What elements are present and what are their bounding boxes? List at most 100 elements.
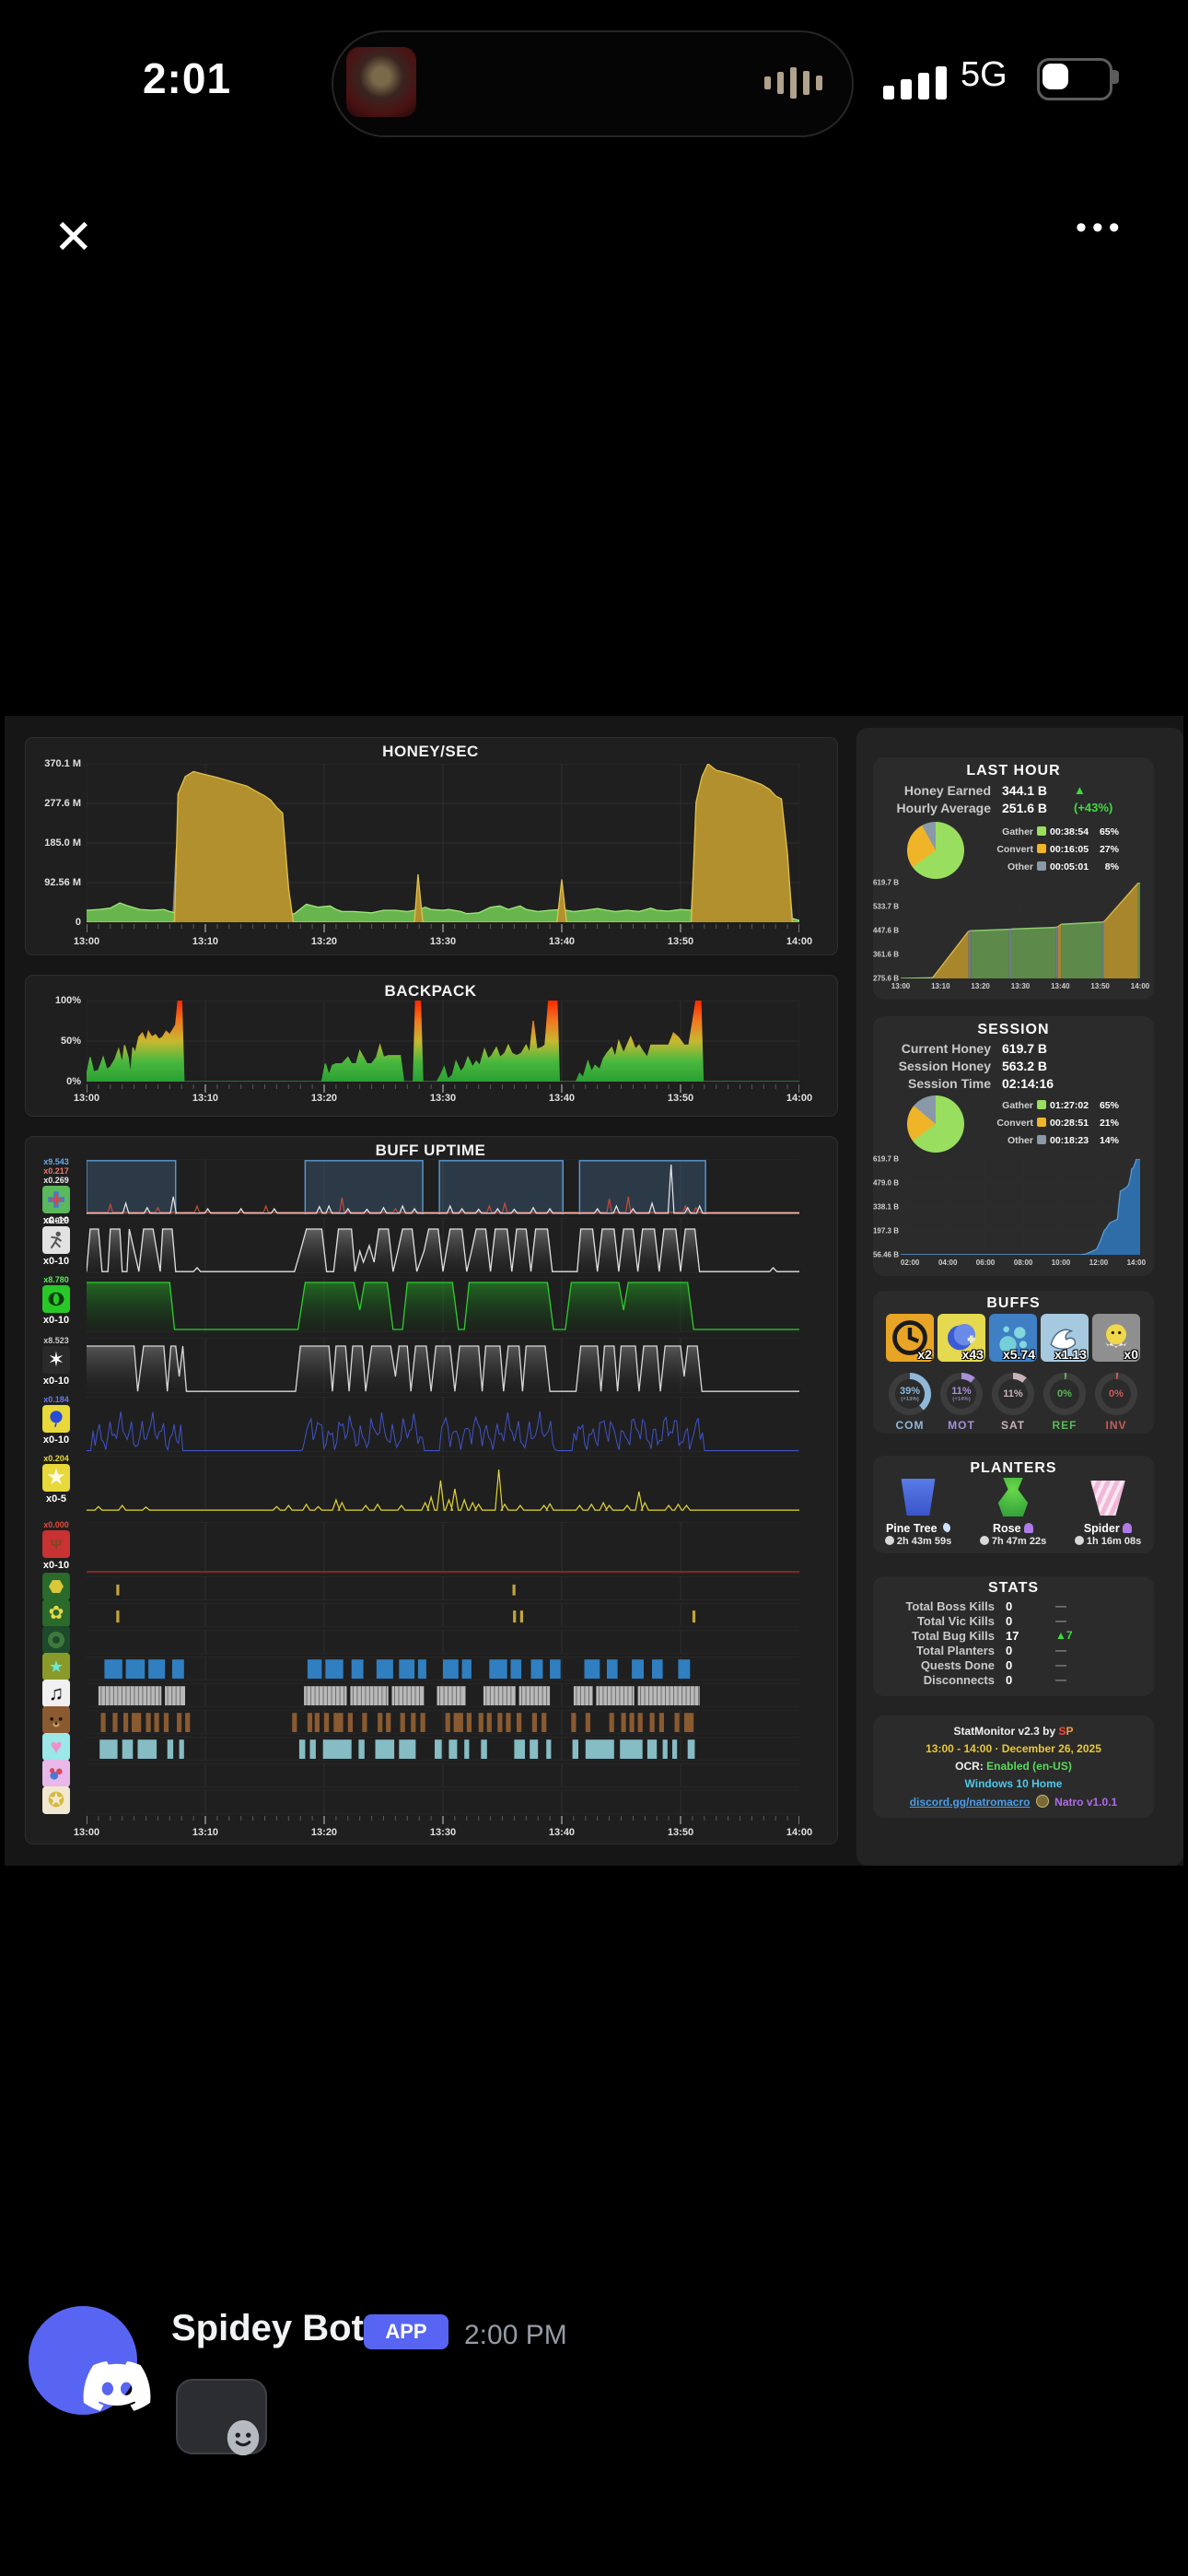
buff-multiplier: x2 [917,1347,932,1362]
x-tick-label: 13:30 [429,936,457,947]
buff-row-chart [87,1277,799,1332]
legend-row: Gather 01:27:02 65% [1002,1100,1119,1111]
buff-row-chart [87,1710,799,1734]
x-tick-label: 13:40 [548,1827,576,1838]
y-tick-label: 277.6 M [44,798,81,809]
now-playing-album-art[interactable] [346,47,416,117]
backpack-axis-ticks [87,1084,799,1093]
cellular-signal-icon [883,61,955,100]
x-tick-label: 13:50 [667,1093,694,1104]
star-icon: ★ [42,1464,70,1492]
rose-planter-icon [990,1477,1036,1517]
buff-multiplier-label: x0.269 [43,1176,69,1185]
session-mini-chart [901,1159,1140,1255]
blast-icon: ✶ [42,1346,70,1374]
stat-delta: (+43%) [1074,801,1113,814]
melody-icon: ♫ [42,1680,70,1707]
x-tick-label: 13:10 [192,1827,219,1838]
y-tick-label: 361.6 B [872,950,899,959]
avatar[interactable] [29,2306,151,2415]
buff-x-labels: 13:00 13:10 13:20 13:30 13:40 13:50 14:00 [74,1827,812,1840]
signal-bar [883,86,894,100]
app-badge: APP [364,2314,448,2349]
stat-label: Honey Earned [903,783,991,798]
y-tick-label: 56.46 B [872,1250,899,1259]
stat-value: 17 [1006,1629,1019,1643]
wave-buff-icon: x1.13 [1041,1314,1089,1362]
x-tick-label: 14:00 [1126,1259,1147,1267]
honey-per-sec-chart [87,764,799,922]
gauge-label: MOT [948,1419,975,1432]
buff-row-chart [87,1763,799,1787]
x-tick-label: 13:40 [548,936,576,947]
buff-multiplier-label: x0.204 [43,1454,69,1463]
y-tick-label: 0% [66,1076,81,1087]
y-tick-label: 479.0 B [872,1178,899,1188]
buff-multiplier: x1.13 [1054,1347,1087,1362]
message-author[interactable]: Spidey Bot [171,2308,364,2348]
x-tick-label: 13:00 [73,936,100,947]
gauge-mot: 11% (+14%) [940,1373,983,1415]
x-tick-label: 13:10 [192,1093,219,1104]
stat-value: 344.1 B [1002,783,1048,798]
network-type-label: 5G [961,55,1007,94]
more-options-icon[interactable]: ••• [1076,210,1125,245]
heart-icon: ♥ [42,1733,70,1761]
stat-label: Total Planters [915,1644,995,1657]
last-hour-title: LAST HOUR [966,763,1061,779]
haste-icon [42,1226,70,1254]
audio-waveform-icon [764,66,831,100]
x-tick-label: 13:50 [667,936,694,947]
gauge-sat: 11% [992,1373,1034,1415]
buff-range-label: x0-5 [45,1493,67,1505]
pine-planter-icon [895,1477,941,1517]
buff-row-chart [87,1603,799,1627]
buff-chart-title: BUFF UPTIME [375,1142,486,1159]
add-reaction-button[interactable] [176,2379,267,2456]
buff-multiplier-label: x8.523 [43,1336,69,1345]
stat-value: 0 [1006,1644,1013,1657]
legend-row: Convert 00:28:51 21% [996,1118,1119,1129]
waveform-bar [803,71,809,95]
close-icon[interactable]: ✕ [53,211,94,264]
x-tick-label: 04:00 [938,1259,958,1267]
buff-multiplier: x43 [961,1347,984,1362]
buff-range-label: x0-10 [42,1560,70,1571]
buff-row-chart [87,1790,799,1814]
buff-row-chart [87,1576,799,1600]
buff-row-chart [87,1397,799,1452]
stat-value: 563.2 B [1002,1059,1048,1073]
buff-multiplier-label: x6.929 [43,1216,69,1225]
y-tick-label: 100% [54,995,81,1006]
waveform-bar [790,67,797,99]
stat-label: Total Vic Kills [916,1614,995,1628]
session-mini-x-labels: 02:00 04:00 06:00 08:00 10:00 12:00 14:00 [901,1259,1146,1268]
buff-multiplier-label: x0.000 [43,1520,69,1529]
honey-chart-title: HONEY/SEC [382,743,479,760]
buff-multiplier: x5.74 [1002,1347,1035,1362]
stat-value: 0 [1006,1658,1013,1672]
y-tick-label: 370.1 M [44,758,81,769]
buff-range-label: x0-10 [42,1315,70,1326]
stat-delta: ▲ [1074,783,1086,797]
x-tick-label: 13:50 [667,1827,694,1838]
x-tick-label: 13:10 [931,982,950,990]
legend-row: Convert 00:16:05 27% [996,844,1119,855]
stat-delta: ▲7 [1055,1629,1073,1642]
stat-value: 0 [1006,1614,1013,1628]
discord-link[interactable]: discord.gg/natromacro [909,1796,1031,1809]
x-tick-label: 13:20 [310,1093,338,1104]
bear-icon [42,1706,70,1734]
bubbles-buff-icon: x5.74 [989,1314,1037,1362]
signal-bar [918,73,929,100]
backpack-chart-title: BACKPACK [384,982,477,1000]
footer-line-1: StatMonitor v2.3 by SP [953,1725,1074,1738]
footer-panel [873,1715,1154,1818]
x-tick-label: 14:00 [786,1093,813,1104]
footer-date-range: 13:00 - 14:00 · December 26, 2025 [926,1742,1101,1755]
y-tick-label: 0 [75,917,81,928]
x-tick-label: 13:30 [429,1827,457,1838]
buff-row-chart [87,1338,799,1393]
stat-value: 619.7 B [1002,1041,1048,1056]
x-tick-label: 13:40 [548,1093,576,1104]
